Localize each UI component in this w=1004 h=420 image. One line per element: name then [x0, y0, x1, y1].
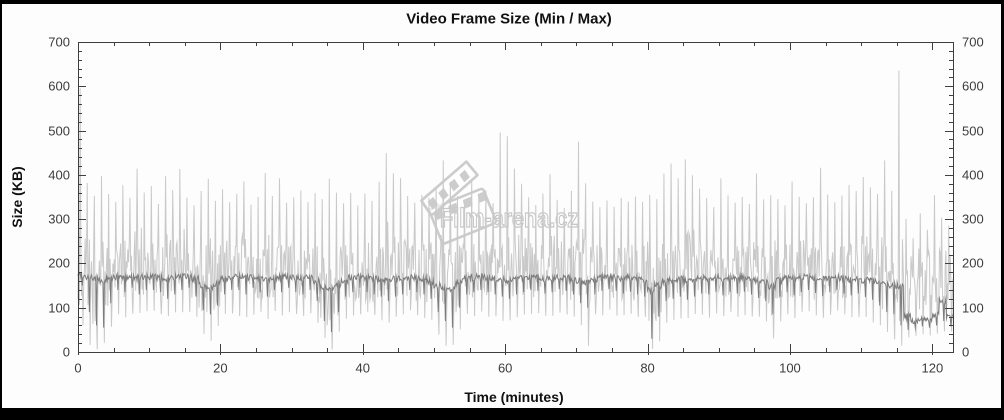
chart-plot-area [0, 0, 1004, 420]
screenshot-frame: Film-arena.cz Video Frame Size (Min / Ma… [0, 0, 1004, 420]
